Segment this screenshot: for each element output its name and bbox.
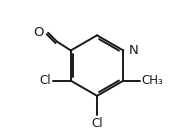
Text: N: N xyxy=(129,44,139,57)
Text: CH₃: CH₃ xyxy=(141,74,163,87)
Text: Cl: Cl xyxy=(40,74,51,87)
Text: Cl: Cl xyxy=(91,117,103,130)
Text: O: O xyxy=(33,26,44,39)
